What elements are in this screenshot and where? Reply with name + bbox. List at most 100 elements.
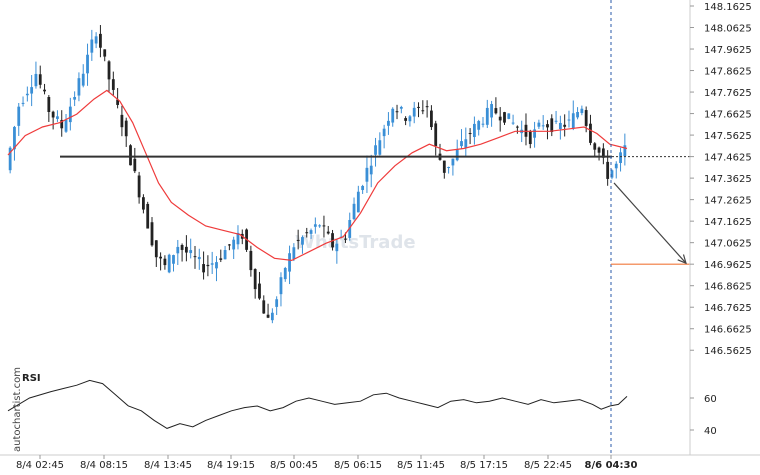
candle [554,110,558,125]
candle-body [374,145,377,155]
candle [485,99,489,129]
candle-body [378,140,382,155]
candle [258,271,261,300]
candle [64,114,68,133]
candle [361,184,365,194]
candle-body [90,39,94,53]
candle-body [111,79,115,90]
candle-body [301,237,304,245]
candle [391,107,395,127]
candle [34,61,38,89]
candle [189,238,193,259]
rsi-label: RSI [22,373,41,384]
candle [369,154,373,188]
candle-body [485,107,489,125]
candle-body [421,110,425,112]
candle [129,144,132,166]
candle-body [266,314,270,318]
candle-body [541,125,545,127]
candle-body [38,74,42,85]
candle-body [481,123,485,125]
candle-body [150,222,154,246]
candle-body [47,97,51,113]
candle [219,249,223,263]
candle [421,100,425,115]
candle-body [567,119,571,121]
candle [288,245,291,285]
candle [623,133,627,166]
candle-body [176,246,180,254]
candle-body [124,120,128,137]
candle [481,116,485,128]
price-axis: 148.1625 148.0625 147.9625 147.8625 147.7625… [689,0,752,455]
candle-body [425,106,429,108]
candle-body [270,312,274,321]
candle-body [623,145,627,157]
candle [206,255,210,277]
candle-body [576,112,579,118]
candle [210,251,214,275]
candle [275,296,279,316]
time-tick-label: 8/5 00:45 [270,460,318,471]
moving-average-line [7,89,628,262]
candle [498,107,502,132]
candle-body [163,258,167,266]
candle-body [262,300,266,314]
candle [313,217,317,234]
candle-body [193,256,197,258]
rsi-line [7,379,628,429]
candle-body [550,118,554,133]
price-tick-label: 147.1625 [704,217,752,228]
candle-body [313,224,317,227]
price-tick-label: 147.9625 [704,45,752,56]
time-tick-label: 8/5 11:45 [397,460,445,471]
time-tick-label: 8/4 02:45 [16,460,64,471]
rsi-tick-label: 60 [704,394,717,405]
candle [262,295,266,314]
candle [550,114,554,137]
candle-body [399,106,403,109]
candle-body [8,147,12,171]
candle [507,113,511,120]
candle [503,111,506,125]
candle [223,245,227,260]
candle [142,194,145,214]
candle-body [507,113,511,119]
candle-body [451,158,455,166]
candle-body [554,120,558,122]
candle-body [253,269,257,290]
candle [451,158,455,176]
candle-body [382,128,386,137]
candle [154,240,158,267]
candle-body [172,255,175,264]
candle [184,235,188,262]
candle [528,129,532,149]
candle-body [369,165,373,175]
time-axis: 8/4 02:45 8/4 08:15 8/4 13:45 8/4 19:15 8/5 … [16,455,637,471]
candle [90,29,94,61]
candle-body [614,163,618,169]
price-tick-label: 147.3625 [704,174,752,185]
candle [563,114,567,137]
candle [477,119,481,136]
candle-body [137,175,141,198]
candle [270,308,274,324]
candle-body [159,256,163,259]
candle-body [593,143,597,150]
candle [537,119,541,129]
candle-body [279,277,283,295]
candle-body [94,36,98,44]
candle [193,245,197,269]
price-tick-label: 147.2625 [704,196,752,207]
candle [533,121,536,148]
candle-body [498,116,502,121]
candle-body [546,124,549,128]
candle [124,117,128,147]
forecast-arrow-head [677,254,687,265]
price-tick-label: 146.7625 [704,303,752,314]
candle-body [580,108,584,114]
candle [567,110,571,128]
candle-body [296,239,300,241]
candle-body [64,119,68,132]
